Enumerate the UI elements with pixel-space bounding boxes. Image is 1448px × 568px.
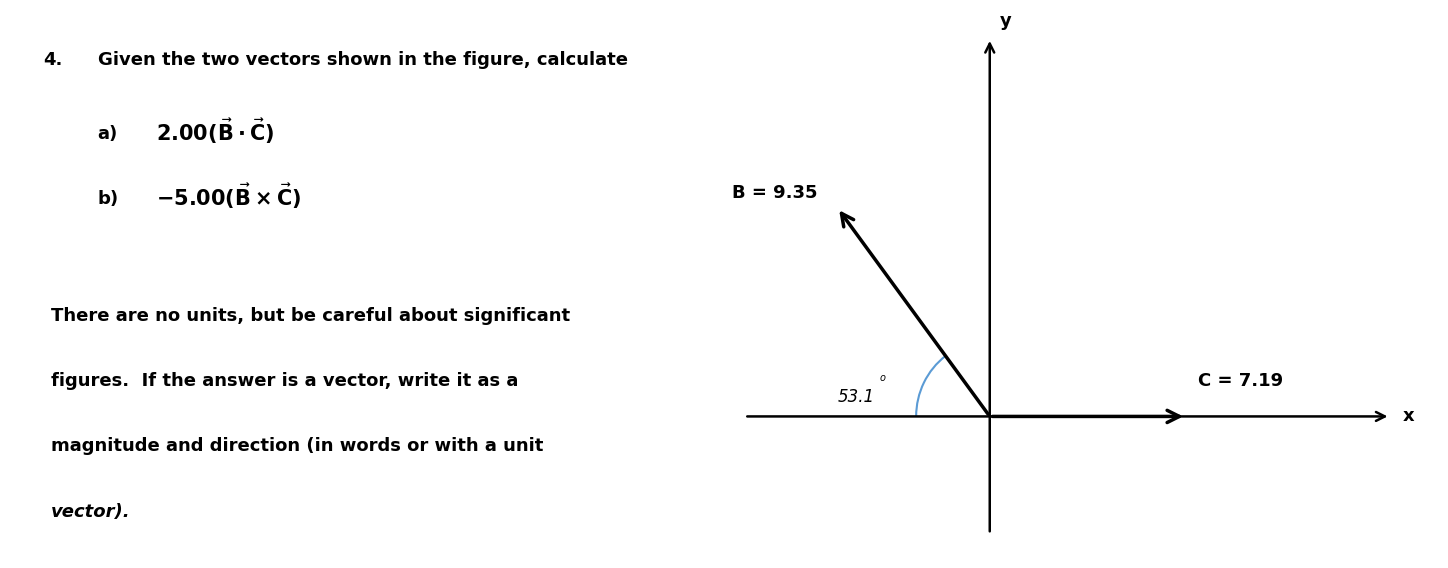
Text: There are no units, but be careful about significant: There are no units, but be careful about…	[51, 307, 571, 325]
Text: figures.  If the answer is a vector, write it as a: figures. If the answer is a vector, writ…	[51, 372, 518, 390]
Text: x: x	[1403, 407, 1415, 425]
Text: a): a)	[98, 125, 117, 143]
Text: 4.: 4.	[43, 51, 62, 69]
Text: $^{o}$: $^{o}$	[879, 373, 888, 387]
Text: $\mathbf{-5.00(\vec{B}\times\vec{C})}$: $\mathbf{-5.00(\vec{B}\times\vec{C})}$	[156, 182, 301, 211]
Text: B = 9.35: B = 9.35	[731, 183, 817, 202]
Text: vector).: vector).	[51, 503, 130, 521]
Text: 53.1: 53.1	[838, 388, 875, 406]
Text: C = 7.19: C = 7.19	[1199, 371, 1283, 390]
Text: magnitude and direction (in words or with a unit: magnitude and direction (in words or wit…	[51, 437, 543, 456]
Text: $\mathbf{2.00(\vec{B}\cdot\vec{C})}$: $\mathbf{2.00(\vec{B}\cdot\vec{C})}$	[156, 116, 274, 146]
Text: y: y	[1001, 12, 1012, 30]
Text: b): b)	[98, 190, 119, 208]
Text: Given the two vectors shown in the figure, calculate: Given the two vectors shown in the figur…	[98, 51, 628, 69]
